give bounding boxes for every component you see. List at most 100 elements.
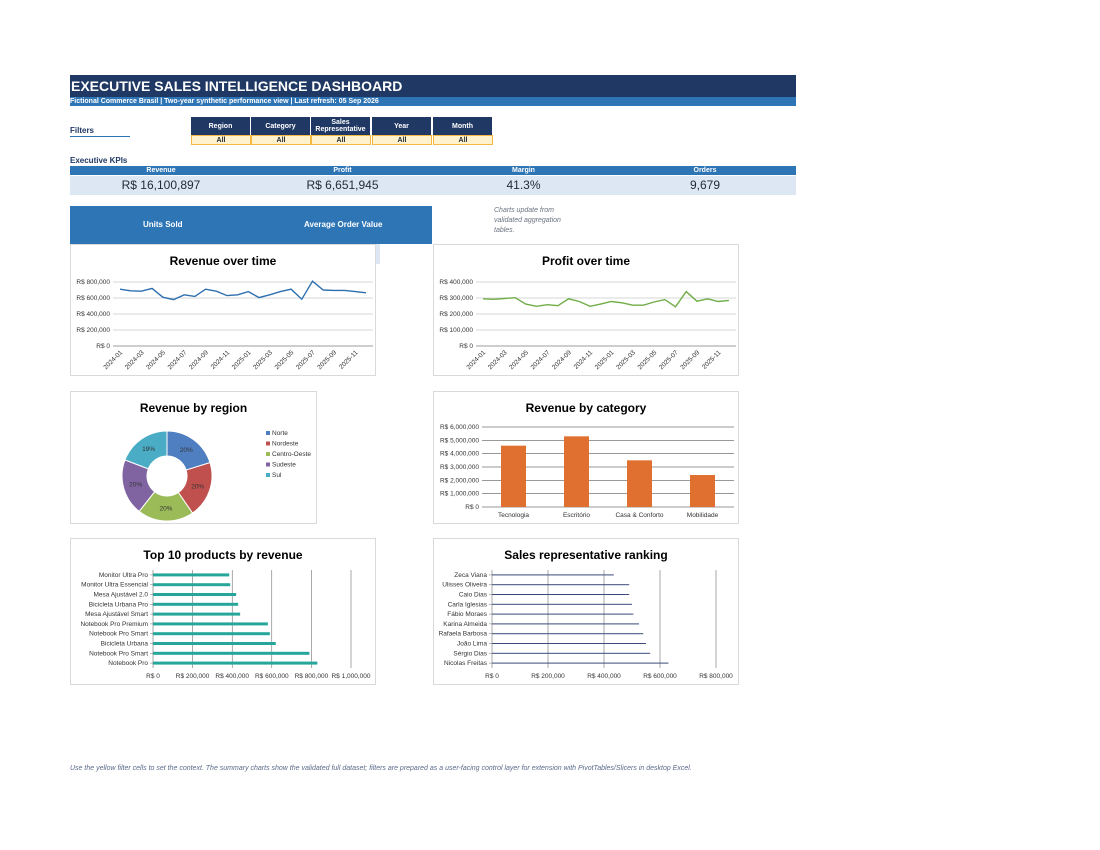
charts-note: Charts update from validated aggregation…: [494, 207, 561, 234]
bar: [492, 652, 651, 654]
top-products-chart: Top 10 products by revenue R$ 0 R$ 200,00…: [70, 538, 376, 685]
x-tick-label: 2025-09: [679, 349, 701, 371]
kpi-revenue-label: Revenue: [146, 167, 176, 174]
legend-swatch: [266, 431, 270, 435]
y-tick-label: R$ 2,000,000: [440, 477, 479, 484]
bar: [153, 632, 270, 636]
bar: [153, 642, 276, 645]
bar: [492, 633, 644, 635]
y-tick-label: Notebook Pro Smart: [89, 650, 148, 657]
x-tick-label: 2025-03: [615, 349, 637, 371]
x-tick-label: 2025-11: [338, 349, 360, 371]
y-tick-label: Ulisses Oliveira: [442, 582, 487, 589]
kpi-section-label: Executive KPIs: [70, 156, 128, 165]
footer-note: Use the yellow filter cells to set the c…: [70, 765, 692, 772]
slice-label: 20%: [191, 484, 204, 491]
x-tick-label: Escritório: [563, 512, 590, 519]
bar: [153, 583, 231, 587]
filter-year-value[interactable]: All: [372, 135, 432, 145]
x-tick-label: 2025-03: [252, 349, 274, 371]
x-tick-label: 2024-09: [188, 349, 210, 371]
legend-swatch: [266, 441, 270, 446]
x-tick-label: 2025-07: [658, 349, 680, 371]
kpi-profit-value: R$ 6,651,945: [306, 178, 379, 192]
reps-bar-svg: R$ 0 R$ 200,000 R$ 400,000 R$ 600,000 R$ 800…: [439, 570, 733, 680]
y-tick-label: Rafaela Barbosa: [439, 631, 488, 638]
y-tick-label: Carla Iglesias: [448, 601, 488, 608]
legend-swatch: [266, 462, 270, 467]
avg-order-value-label: Average Order Value: [304, 220, 383, 229]
x-tick-label: R$ 800,000: [699, 673, 733, 680]
x-tick-label: 2024-07: [167, 349, 189, 371]
x-tick-label: 2024-05: [145, 349, 167, 371]
y-tick-label: R$ 800,000: [76, 279, 110, 286]
y-tick-label: R$ 0: [465, 504, 479, 511]
legend-label: Centro-Oeste: [272, 451, 311, 458]
y-tick-label: Monitor Ultra Pro: [99, 572, 149, 579]
x-tick-label: 2024-11: [573, 349, 595, 371]
filter-month-value[interactable]: All: [433, 135, 493, 145]
filter-year-label: Year: [372, 117, 432, 135]
x-tick-label: 2024-09: [551, 349, 573, 371]
filter-region-value[interactable]: All: [191, 135, 251, 145]
x-tick-label: R$ 0: [485, 673, 499, 680]
bar: [153, 602, 239, 606]
x-tick-label: 2025-01: [594, 349, 616, 371]
filter-month-label: Month: [433, 117, 493, 135]
legend-swatch: [266, 452, 270, 456]
y-tick-label: Mesa Ajustável Smart: [85, 611, 148, 618]
y-tick-label: R$ 200,000: [76, 327, 110, 334]
x-tick-label: R$ 1,000,000: [331, 673, 370, 680]
filter-category-value[interactable]: All: [251, 135, 311, 145]
y-tick-label: R$ 100,000: [439, 327, 473, 334]
y-tick-label: Bicicleta Urbana: [101, 641, 149, 648]
bar: [153, 612, 241, 616]
bar: [153, 661, 318, 665]
y-tick-label: R$ 600,000: [76, 295, 110, 302]
revenue-by-category-chart: Revenue by category R$ 0 R$ 1,000,000 R$ 2…: [433, 391, 739, 524]
y-tick-label: R$ 6,000,000: [440, 424, 479, 431]
filter-sales-rep-value[interactable]: All: [311, 135, 371, 145]
x-tick-label: R$ 400,000: [215, 673, 249, 680]
y-tick-label: Bicicleta Urbana Pro: [89, 601, 149, 608]
bar: [564, 436, 589, 507]
x-tick-label: 2024-03: [487, 349, 509, 371]
chart-title: Revenue by category: [525, 401, 647, 415]
y-tick-label: Monitor Ultra Essencial: [81, 582, 148, 589]
series-line: [482, 290, 730, 308]
kpi-orders-value: 9,679: [689, 178, 721, 192]
bar: [153, 593, 237, 596]
y-tick-label: R$ 4,000,000: [440, 451, 479, 458]
sales-rep-ranking-chart: Sales representative ranking R$ 0 R$ 200,…: [433, 538, 739, 685]
filter-region: Region All: [191, 117, 251, 145]
y-tick-label: Notebook Pro: [108, 660, 148, 667]
y-tick-label: Caio Dias: [459, 592, 488, 599]
x-tick-label: R$ 200,000: [531, 673, 565, 680]
y-tick-label: R$ 400,000: [439, 279, 473, 286]
x-tick-label: 2024-05: [508, 349, 530, 371]
category-bar-svg: R$ 0 R$ 1,000,000 R$ 2,000,000 R$ 3,000,000…: [440, 424, 734, 519]
kpi-orders-label: Orders: [693, 167, 717, 174]
units-sold-label: Units Sold: [143, 220, 183, 229]
region-donut-svg: 20% 20% 20% 20% 19% Norte Nordeste Centro-Oeste…: [121, 430, 311, 522]
filter-category-label: Category: [251, 117, 311, 135]
filter-sales-rep: Sales Representative All: [311, 117, 371, 145]
revenue-over-time-chart: Revenue over time R$ 0 R$ 200,000 R$ 400,0…: [70, 244, 376, 376]
legend-label: Sudeste: [272, 462, 296, 469]
bar: [627, 460, 652, 507]
dashboard-title: EXECUTIVE SALES INTELLIGENCE DASHBOARD: [70, 75, 796, 97]
y-tick-label: Nicolas Freitas: [444, 660, 488, 667]
y-tick-label: Karina Almeida: [443, 621, 487, 628]
x-tick-label: R$ 800,000: [295, 673, 329, 680]
chart-title: Revenue by region: [139, 401, 248, 415]
y-tick-label: R$ 400,000: [76, 311, 110, 318]
y-tick-label: R$ 0: [459, 343, 473, 350]
bar: [501, 445, 526, 507]
y-tick-label: R$ 200,000: [439, 311, 473, 318]
chart-title: Profit over time: [541, 254, 631, 268]
slice-label: 20%: [180, 447, 193, 454]
bar: [153, 651, 310, 655]
bar: [492, 643, 646, 644]
x-tick-label: R$ 600,000: [643, 673, 677, 680]
series-line: [119, 280, 367, 301]
